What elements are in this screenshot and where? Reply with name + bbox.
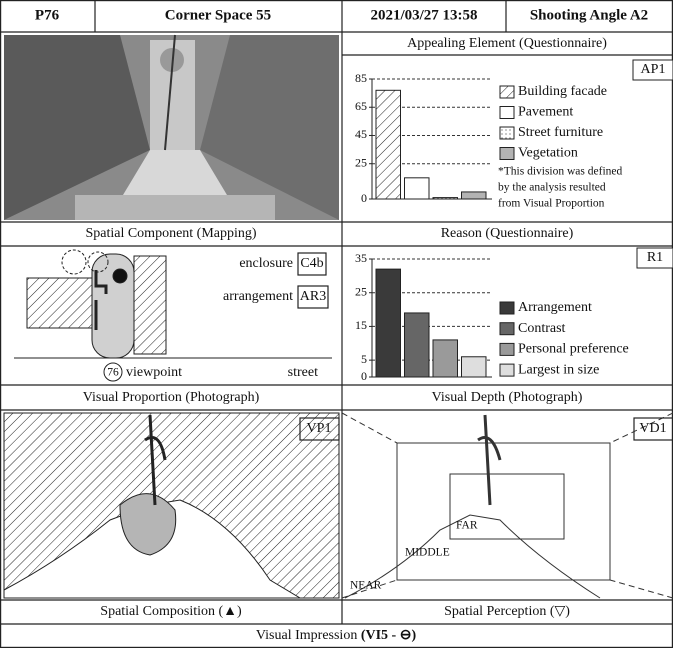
note: from Visual Proportion [498,198,605,210]
y-tick-label: 25 [355,155,367,169]
bar [405,178,430,199]
section-title: Reason (Questionnaire) [441,226,574,241]
y-tick-label: 0 [361,369,367,383]
label: enclosure [239,256,293,271]
photo [4,35,339,220]
depth-label: MIDDLE [405,547,450,559]
sheet-id: P76 [35,7,60,23]
depth-label: NEAR [350,580,382,592]
bar [462,357,487,377]
section-title: Visual Proportion (Photograph) [83,390,260,405]
legend-swatch [500,323,514,335]
code: C4b [300,256,323,271]
legend-swatch [500,302,514,314]
legend-label: Contrast [518,321,566,336]
code: VP1 [307,421,332,436]
legend-swatch [500,107,514,119]
bar [376,269,401,377]
y-tick-label: 45 [355,127,367,141]
chart-code: AP1 [641,62,666,77]
legend-label: Arrangement [518,300,592,315]
impression-code: (VI5 - ⊖) [361,628,417,643]
section-title: Spatial Component (Mapping) [85,226,256,241]
code: VD1 [639,421,666,436]
depth-drawing [342,413,673,598]
bar [433,340,458,377]
proportion-drawing [4,413,339,598]
sheet: P76 Corner Space 55 2021/03/27 13:58 Sho… [0,0,673,648]
section-title: Visual Impression (VI5 - ⊖) [256,628,417,643]
legend-label: Personal preference [518,342,629,357]
place: Corner Space 55 [165,7,271,23]
label: street [288,365,318,380]
section-title: Appealing Element (Questionnaire) [407,36,607,51]
legend-swatch [500,148,514,160]
legend-label: Pavement [518,105,573,120]
bar [433,198,458,199]
label: viewpoint [126,365,182,380]
legend-swatch [500,86,514,98]
y-tick-label: 5 [361,352,367,366]
note: by the analysis resulted [498,182,606,194]
impression: Visual Impression [256,628,357,643]
legend-swatch [500,127,514,139]
chart-code: R1 [647,250,663,265]
legend-label: Street furniture [518,125,603,140]
note: *This division was defined [498,166,622,178]
section-title: Spatial Perception (▽) [444,604,570,619]
legend-label: Vegetation [518,146,578,161]
y-tick-label: 35 [355,251,367,265]
y-tick-label: 65 [355,99,367,113]
legend-label: Largest in size [518,362,599,377]
datetime: 2021/03/27 13:58 [370,7,477,23]
angle: Shooting Angle A2 [530,7,648,23]
depth-label: FAR [456,520,478,532]
y-tick-label: 85 [355,71,367,85]
legend-swatch [500,343,514,355]
section-title: Spatial Composition (▲) [100,604,242,619]
y-tick-label: 15 [355,318,367,332]
y-tick-label: 25 [355,284,367,298]
viewpoint-no: 76 [107,367,119,379]
charts: 0 25 45 65 85 Building facade Pavement Street f… [355,60,673,383]
label: arrangement [223,289,293,304]
code: AR3 [300,289,326,304]
section-title: Visual Depth (Photograph) [432,390,583,405]
bar [462,192,487,199]
legend-label: Building facade [518,84,607,99]
bar [405,313,430,377]
y-tick-label: 0 [361,191,367,205]
bar [376,90,401,199]
legend-swatch [500,364,514,376]
